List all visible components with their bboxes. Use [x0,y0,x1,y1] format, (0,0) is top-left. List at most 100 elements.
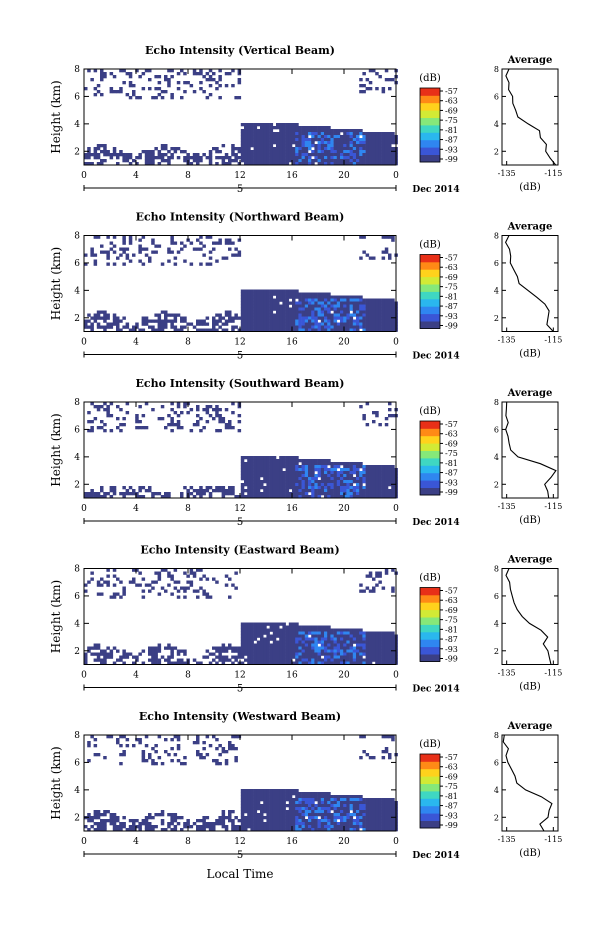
echo-cell [282,132,286,136]
echo-cell [90,571,94,575]
echo-cell [327,126,331,130]
echo-cell [260,468,264,472]
echo-cell [276,789,280,793]
echo-cell [253,652,258,656]
x-tick-label: 4 [133,338,139,348]
echo-cell [301,295,306,299]
echo-cell [106,583,110,587]
colorbar-segment [420,805,440,814]
echo-cell [333,825,338,829]
echo-cell [103,150,107,154]
echo-cell [346,298,350,302]
echo-cell [292,480,296,484]
echo-cell [375,804,379,808]
echo-cell [160,810,165,814]
echo-cell [234,756,238,760]
echo-cell [372,322,376,326]
echo-cell [298,328,302,332]
echo-cell [346,159,350,163]
echo-cell [311,828,315,832]
echo-cell [343,810,347,814]
echo-cell [333,637,338,641]
echo-cell [266,810,270,814]
echo-cell [205,408,210,412]
echo-cell [372,301,376,305]
echo-cell [253,150,258,154]
echo-cell [125,156,130,160]
echo-cell [314,813,318,817]
echo-cell [176,156,181,160]
echo-cell [148,150,152,154]
echo-cell [288,292,293,296]
echo-cell [327,822,331,826]
echo-cell [192,571,197,575]
echo-cell [375,655,379,659]
echo-cell [106,153,110,157]
echo-cell [276,801,280,805]
echo-cell [90,819,94,823]
echo-cell [263,828,267,832]
echo-cell [256,486,261,490]
echo-cell [282,625,286,629]
echo-cell [304,162,309,166]
date-label: Dec 2014 [412,685,459,695]
echo-cell [333,492,338,496]
echo-cell [308,159,312,163]
echo-cell [292,661,296,665]
echo-cell [282,813,286,817]
echo-cell [263,640,267,644]
echo-cell [320,828,325,832]
echo-cell [384,474,389,478]
echo-cell [199,235,203,239]
echo-cell [288,798,293,802]
echo-cell [327,637,331,641]
echo-cell [388,474,392,478]
echo-cell [160,156,165,160]
echo-cell [378,661,382,665]
echo-cell [237,69,242,73]
echo-cell [93,405,98,409]
echo-cell [372,798,376,802]
echo-cell [292,328,296,332]
echo-cell [343,132,347,136]
echo-cell [144,759,149,763]
echo-cell [269,304,274,308]
echo-cell [320,646,325,650]
echo-cell [295,798,299,802]
echo-cell [314,807,318,811]
echo-cell [288,462,293,466]
echo-cell [212,489,216,493]
echo-cell [87,580,91,584]
echo-cell [266,637,270,641]
echo-cell [253,483,258,487]
echo-cell [170,153,174,157]
echo-cell [279,480,283,484]
echo-cell [256,319,261,323]
echo-cell [119,328,123,332]
echo-cell [384,468,389,472]
echo-cell [391,810,395,814]
echo-cell [160,262,165,266]
echo-cell [135,325,139,329]
echo-cell [288,804,293,808]
echo-cell [183,589,187,593]
echo-cell [292,822,296,826]
echo-cell [327,322,331,326]
echo-cell [343,474,347,478]
echo-cell [343,325,347,329]
echo-cell [256,292,261,296]
echo-cell [282,328,286,332]
echo-cell [119,247,123,251]
echo-cell [253,655,258,659]
echo-cell [279,465,283,469]
echo-cell [256,789,261,793]
echo-cell [244,649,248,653]
echo-cell [96,583,101,587]
echo-cell [234,316,238,320]
echo-cell [237,162,242,166]
echo-cell [285,652,290,656]
echo-cell [192,90,197,94]
echo-cell [144,153,149,157]
echo-cell [138,652,142,656]
echo-cell [372,471,376,475]
